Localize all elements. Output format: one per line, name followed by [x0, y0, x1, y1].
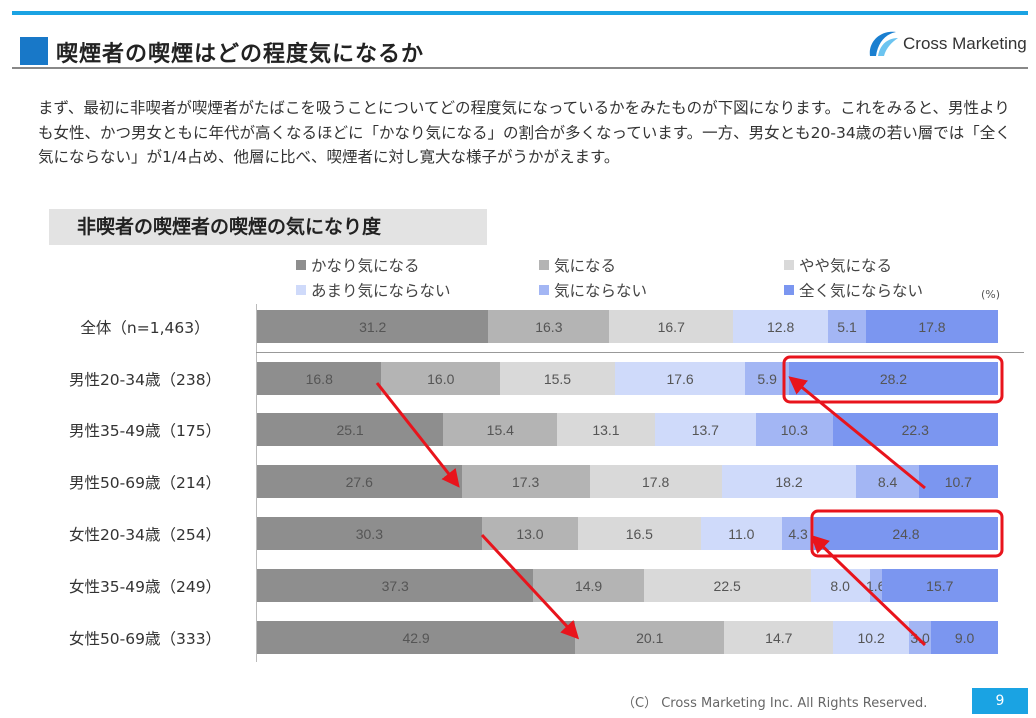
page-title: 喫煙者の喫煙はどの程度気になるか: [56, 42, 425, 67]
bar-segment: 13.1: [557, 413, 655, 446]
bar-segment: 20.1: [575, 621, 725, 654]
page-number: 9: [972, 688, 1028, 714]
category-label: 全体（n=1,463）: [80, 319, 210, 337]
category-label: 男性20-34歳（238）: [68, 371, 222, 389]
legend-label: 気にならない: [554, 282, 648, 300]
title-marker: [20, 37, 48, 65]
bar-segment: 27.6: [257, 465, 462, 498]
bar-segment: 22.5: [643, 569, 811, 602]
category-label: 女性35-49歳（249）: [68, 578, 222, 596]
category-label: 女性50-69歳（333）: [68, 630, 222, 648]
bar-segment: 8.4: [856, 465, 919, 498]
bar-segment: 16.0: [381, 362, 501, 395]
legend-item: 全く気にならない: [784, 279, 923, 301]
bar-segment: 30.3: [257, 517, 482, 550]
bar-segment: 9.0: [931, 621, 998, 654]
cross-marketing-logo-icon: [869, 31, 898, 56]
title-divider: [12, 67, 1028, 69]
legend-swatch: [296, 285, 306, 295]
bar-segment: 15.4: [443, 413, 558, 446]
bar-segment: 16.7: [609, 310, 734, 343]
legend-swatch: [296, 260, 306, 270]
bar-segment: 4.3: [782, 517, 814, 550]
legend-swatch: [539, 285, 549, 295]
bar-segment: 28.2: [789, 362, 998, 395]
bar-segment: 25.1: [257, 413, 444, 446]
legend-swatch: [784, 285, 794, 295]
bar-segment: 1.6: [866, 569, 885, 602]
legend-label: あまり気にならない: [311, 282, 451, 300]
legend-item: 気にならない: [539, 279, 647, 301]
legend-item: やや気になる: [784, 254, 892, 276]
stacked-bar: 27.6 17.3 17.8 18.2 8.4 10.7: [257, 465, 998, 498]
chart-axis: [256, 304, 257, 662]
copyright: （C） Cross Marketing Inc. All Rights Rese…: [622, 696, 928, 711]
legend-item: 気になる: [539, 254, 616, 276]
bar-segment: 16.3: [488, 310, 610, 343]
legend-label: かなり気になる: [311, 257, 420, 275]
stacked-bar: 30.3 13.0 16.5 11.0 4.3 24.8: [257, 517, 998, 550]
legend-item: あまり気にならない: [296, 279, 451, 301]
bar-segment: 5.9: [745, 362, 789, 395]
stacked-bar: 16.8 16.0 15.5 17.6 5.9 28.2: [257, 362, 998, 395]
category-label: 女性20-34歳（254）: [68, 526, 222, 544]
bar-segment: 15.7: [881, 569, 998, 602]
top-accent-bar: [12, 11, 1028, 15]
bar-segment: 15.5: [500, 362, 615, 395]
bar-segment: 16.5: [578, 517, 701, 550]
bar-segment: 24.8: [814, 517, 998, 550]
category-label: 男性50-69歳（214）: [68, 474, 222, 492]
legend-label: やや気になる: [799, 257, 893, 275]
chart-title: 非喫者の喫煙者の喫煙の気になり度: [49, 209, 487, 245]
legend-item: かなり気になる: [296, 254, 420, 276]
total-separator: [256, 352, 1024, 353]
stacked-bar: 31.2 16.3 16.7 12.8 5.1 17.8: [257, 310, 998, 343]
unit-label: (%): [981, 288, 1001, 301]
bar-segment: 14.7: [724, 621, 834, 654]
bar-segment: 3.0: [908, 621, 932, 654]
bar-segment: 12.8: [733, 310, 829, 343]
bar-segment: 10.7: [918, 465, 998, 498]
stacked-bar: 25.1 15.4 13.1 13.7 10.3 22.3: [257, 413, 998, 446]
intro-text: まず、最初に非喫者が喫煙者がたばこを吸うことについてどの程度気になっているかをみ…: [38, 99, 1011, 166]
legend-label: 全く気にならない: [799, 282, 924, 300]
category-label: 男性35-49歳（175）: [68, 422, 222, 440]
bar-segment: 5.1: [828, 310, 866, 343]
bar-segment: 37.3: [257, 569, 534, 602]
bar-segment: 16.8: [257, 362, 382, 395]
bar-segment: 31.2: [257, 310, 489, 343]
bar-segment: 17.8: [589, 465, 722, 498]
logo: Cross Marketing: [866, 28, 1027, 60]
bar-segment: 10.2: [833, 621, 909, 654]
legend-swatch: [539, 260, 549, 270]
bar-segment: 17.6: [614, 362, 746, 395]
stacked-bar: 42.9 20.1 14.7 10.2 3.0 9.0: [257, 621, 998, 654]
legend-swatch: [784, 260, 794, 270]
bar-segment: 22.3: [832, 413, 998, 446]
bar-segment: 17.8: [865, 310, 998, 343]
stacked-bar: 37.3 14.9 22.5 8.0 1.6 15.7: [257, 569, 998, 602]
bar-segment: 10.3: [756, 413, 833, 446]
bar-segment: 13.7: [654, 413, 757, 446]
bar-segment: 42.9: [257, 621, 576, 654]
bar-segment: 13.0: [481, 517, 579, 550]
bar-segment: 11.0: [700, 517, 783, 550]
bar-segment: 17.3: [461, 465, 590, 498]
bar-segment: 8.0: [810, 569, 870, 602]
logo-text: Cross Marketing: [903, 34, 1027, 53]
legend-label: 気になる: [554, 257, 617, 275]
bar-segment: 14.9: [533, 569, 644, 602]
bar-segment: 18.2: [721, 465, 857, 498]
